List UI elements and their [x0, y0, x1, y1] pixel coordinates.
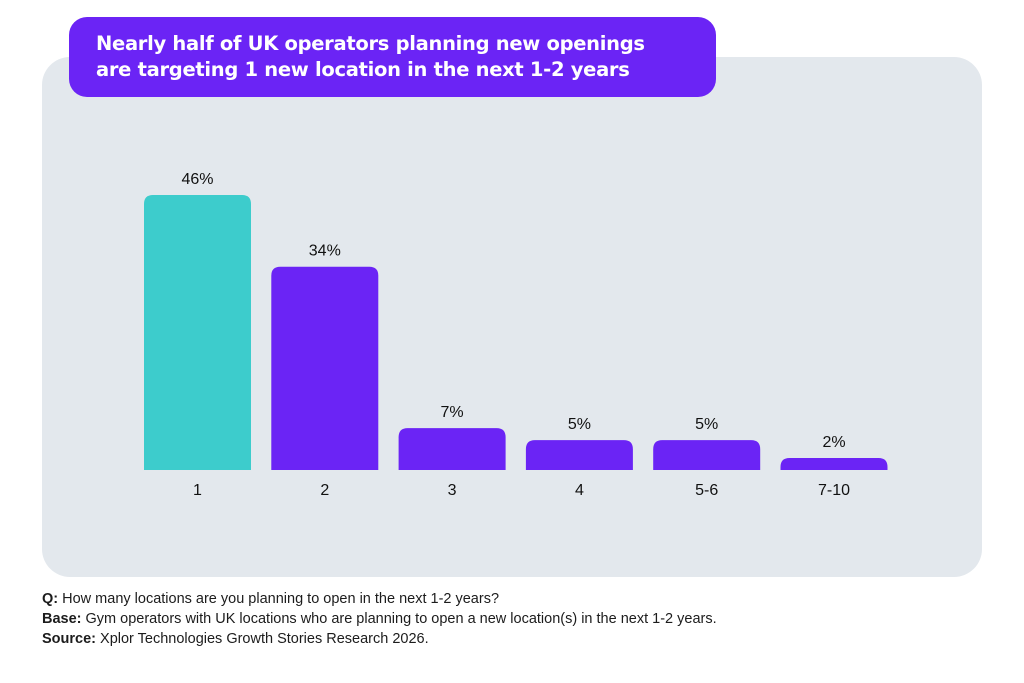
title-banner: Nearly half of UK operators planning new… [69, 17, 716, 97]
bar-5-6 [653, 440, 761, 470]
x-tick-label-2: 2 [320, 482, 329, 499]
bar-1 [144, 195, 251, 470]
bar-2 [271, 266, 379, 470]
title-line-1: Nearly half of UK operators planning new… [96, 32, 645, 55]
x-tick-label-1: 1 [193, 482, 202, 499]
bar-7-10 [780, 458, 888, 470]
question-text: How many locations are you planning to o… [58, 591, 500, 607]
x-tick-label-3: 3 [448, 482, 457, 499]
data-label-1: 46% [181, 171, 213, 188]
x-tick-label-7-10: 7-10 [818, 482, 850, 499]
base-text: Gym operators with UK locations who are … [81, 611, 717, 627]
source-text: Xplor Technologies Growth Stories Resear… [96, 631, 429, 647]
data-label-3: 7% [441, 404, 464, 421]
bar-4 [525, 440, 633, 470]
data-label-4: 5% [568, 416, 591, 433]
base-line: Base: Gym operators with UK locations wh… [42, 609, 717, 629]
x-tick-label-5-6: 5-6 [695, 482, 718, 499]
question-line: Q: How many locations are you planning t… [42, 589, 717, 609]
x-tick-label-4: 4 [575, 482, 584, 499]
title-line-2: are targeting 1 new location in the next… [96, 58, 630, 81]
bar-3 [398, 428, 506, 470]
data-label-7-10: 2% [822, 434, 845, 451]
base-label: Base: [42, 611, 82, 627]
question-label: Q: [42, 591, 59, 607]
source-line: Source: Xplor Technologies Growth Storie… [42, 629, 717, 649]
chart-footnote: Q: How many locations are you planning t… [42, 589, 717, 649]
source-label: Source: [42, 631, 96, 647]
data-label-2: 34% [309, 243, 341, 260]
data-label-5-6: 5% [695, 416, 718, 433]
